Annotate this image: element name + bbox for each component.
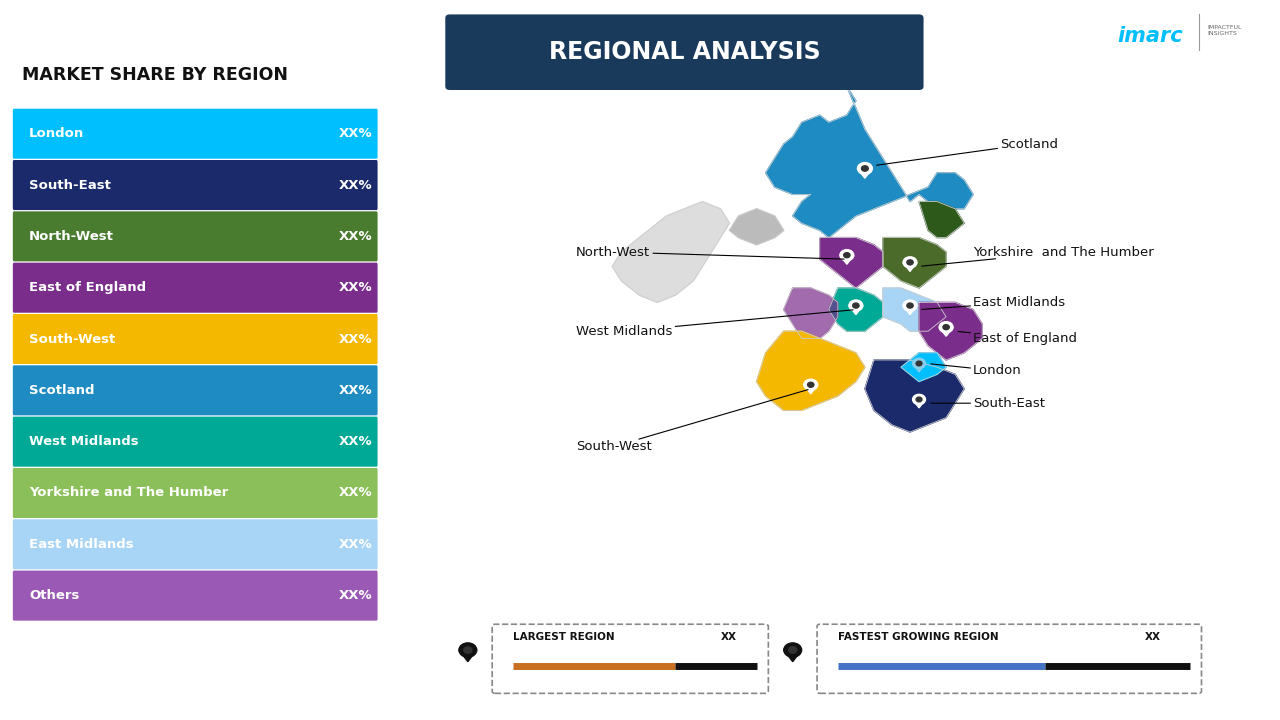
Text: XX%: XX% [339,179,372,192]
Circle shape [849,300,863,311]
Text: London: London [29,127,84,140]
Text: London: London [931,364,1021,377]
Text: East of England: East of England [29,282,146,294]
Circle shape [844,253,850,258]
Polygon shape [612,202,730,302]
Circle shape [913,359,925,369]
Polygon shape [819,238,883,288]
Polygon shape [883,238,946,288]
Circle shape [940,322,954,333]
Circle shape [804,379,818,390]
Text: MARKET SHARE BY REGION: MARKET SHARE BY REGION [22,66,288,84]
Polygon shape [904,305,916,315]
Text: XX: XX [721,632,736,642]
Polygon shape [883,288,946,331]
Circle shape [906,260,913,265]
Polygon shape [756,331,865,410]
Text: FASTEST GROWING REGION: FASTEST GROWING REGION [838,632,998,642]
Polygon shape [840,255,854,264]
Circle shape [916,361,922,366]
Circle shape [840,250,854,261]
Circle shape [943,325,950,330]
Text: imarc: imarc [1117,26,1183,46]
Circle shape [460,643,476,657]
FancyBboxPatch shape [13,570,378,621]
Text: West Midlands: West Midlands [576,310,852,338]
FancyBboxPatch shape [493,624,768,693]
Text: XX%: XX% [339,230,372,243]
Circle shape [913,395,925,405]
Text: West Midlands: West Midlands [29,435,138,448]
Text: Yorkshire  and The Humber: Yorkshire and The Humber [922,246,1155,266]
Text: Scotland: Scotland [877,138,1059,165]
Circle shape [904,257,916,268]
FancyBboxPatch shape [13,109,378,158]
Polygon shape [904,262,916,271]
Text: South-West: South-West [576,390,808,453]
Polygon shape [913,400,925,408]
Polygon shape [460,650,476,662]
FancyBboxPatch shape [13,212,378,261]
Text: LARGEST REGION: LARGEST REGION [513,632,614,642]
FancyBboxPatch shape [445,14,924,90]
Text: XX%: XX% [339,127,372,140]
Circle shape [783,643,801,657]
FancyBboxPatch shape [13,160,378,210]
Text: East of England: East of England [957,331,1078,345]
Text: XX%: XX% [339,282,372,294]
Polygon shape [901,353,946,382]
Polygon shape [783,288,838,338]
Text: South-East: South-East [29,179,111,192]
FancyBboxPatch shape [13,263,378,312]
FancyBboxPatch shape [13,519,378,570]
Polygon shape [765,86,973,238]
Text: Others: Others [29,589,79,602]
Text: East Midlands: East Midlands [922,296,1065,310]
Polygon shape [804,384,818,394]
Polygon shape [858,168,873,178]
Text: North-West: North-West [576,246,844,259]
Circle shape [808,382,814,387]
Text: Scotland: Scotland [29,384,95,397]
Text: XX%: XX% [339,435,372,448]
Polygon shape [919,202,964,238]
Text: South-West: South-West [29,333,115,346]
Polygon shape [865,360,964,432]
FancyBboxPatch shape [13,365,378,415]
Circle shape [852,303,859,308]
Circle shape [906,303,913,308]
Polygon shape [829,288,883,331]
Circle shape [904,300,916,311]
Polygon shape [730,209,783,245]
Circle shape [788,647,796,653]
Circle shape [861,166,868,171]
Text: REGIONAL ANALYSIS: REGIONAL ANALYSIS [549,40,820,64]
Text: XX%: XX% [339,487,372,500]
Text: North-West: North-West [29,230,114,243]
Polygon shape [913,364,925,372]
Text: East Midlands: East Midlands [29,538,133,551]
Text: XX%: XX% [339,384,372,397]
Text: Yorkshire and The Humber: Yorkshire and The Humber [29,487,228,500]
Polygon shape [849,305,863,315]
Text: XX%: XX% [339,333,372,346]
Text: XX: XX [1144,632,1161,642]
Circle shape [916,397,922,402]
FancyBboxPatch shape [13,417,378,467]
FancyBboxPatch shape [13,468,378,518]
Polygon shape [940,327,954,336]
FancyBboxPatch shape [817,624,1202,693]
FancyBboxPatch shape [13,314,378,364]
Text: XX%: XX% [339,538,372,551]
Text: South-East: South-East [931,397,1046,410]
Polygon shape [783,650,801,662]
Text: XX%: XX% [339,589,372,602]
Circle shape [858,163,873,174]
Polygon shape [919,302,982,360]
Text: IMPACTFUL
INSIGHTS: IMPACTFUL INSIGHTS [1208,25,1243,37]
Circle shape [463,647,472,653]
